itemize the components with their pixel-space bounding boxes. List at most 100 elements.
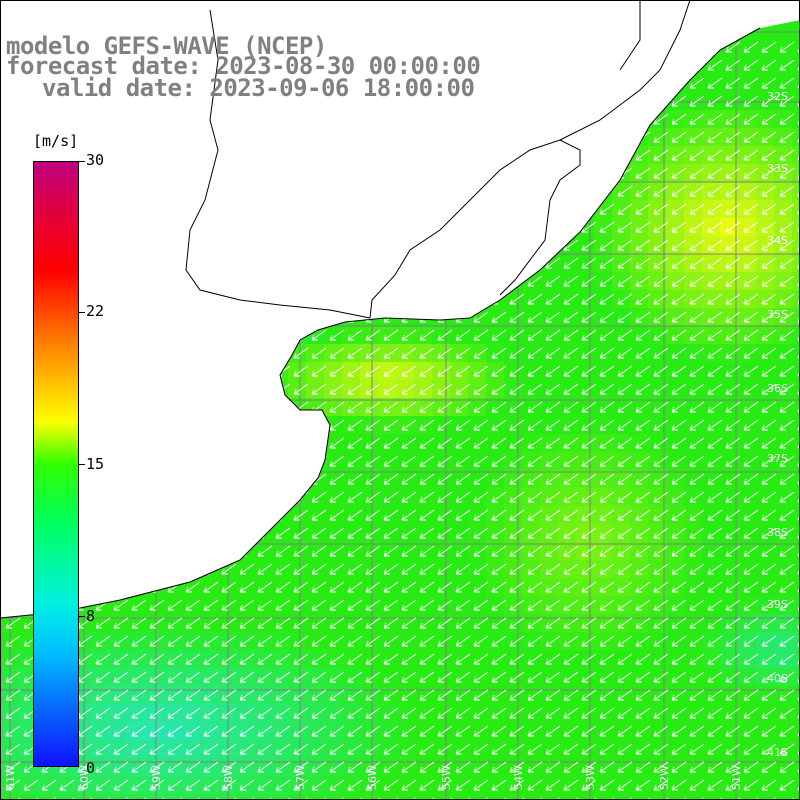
wind-arrow: [221, 617, 237, 629]
wind-speed-cell: [324, 560, 343, 579]
wind-arrow: [689, 347, 705, 359]
wind-arrow: [545, 779, 561, 791]
wind-speed-cell: [450, 560, 469, 579]
wind-speed-cell: [774, 380, 793, 399]
wind-arrow: [635, 689, 651, 701]
wind-arrow: [563, 617, 579, 629]
wind-speed-cell: [612, 758, 631, 777]
wind-arrow: [743, 689, 759, 701]
wind-speed-cell: [630, 182, 649, 201]
wind-arrow: [743, 455, 759, 467]
wind-speed-cell: [756, 236, 775, 255]
wind-speed-cell: [576, 542, 595, 561]
wind-speed-cell: [360, 434, 379, 453]
wind-speed-cell: [756, 758, 775, 777]
wind-arrow: [131, 635, 147, 647]
wind-speed-cell: [666, 560, 685, 579]
wind-speed-cell: [288, 776, 307, 795]
wind-arrow: [563, 707, 579, 719]
wind-arrow: [653, 239, 669, 251]
wind-speed-cell: [720, 128, 739, 147]
wind-arrow: [581, 761, 597, 773]
wind-arrow: [437, 401, 453, 413]
wind-speed-cell: [630, 164, 649, 183]
wind-arrow: [689, 293, 705, 305]
wind-speed-cell: [270, 632, 289, 651]
wind-arrow: [311, 581, 327, 593]
wind-speed-cell: [414, 542, 433, 561]
wind-arrow: [653, 365, 669, 377]
wind-arrow: [437, 509, 453, 521]
wind-speed-cell: [396, 380, 415, 399]
wind-arrow: [635, 239, 651, 251]
wind-arrow: [473, 329, 489, 341]
wind-speed-cell: [378, 416, 397, 435]
wind-speed-cell: [648, 740, 667, 759]
wind-arrow: [635, 491, 651, 503]
wind-arrow: [563, 311, 579, 323]
wind-arrow: [653, 113, 669, 125]
wind-speed-cell: [576, 380, 595, 399]
wind-speed-cell: [594, 650, 613, 669]
wind-speed-cell: [396, 362, 415, 381]
wind-arrow: [761, 707, 777, 719]
wind-arrow: [545, 419, 561, 431]
wind-arrow: [149, 779, 165, 791]
wind-speed-cell: [324, 506, 343, 525]
wind-arrow: [545, 473, 561, 485]
wind-speed-cell: [738, 650, 757, 669]
wind-arrow: [221, 743, 237, 755]
wind-speed-cell: [324, 614, 343, 633]
wind-arrow: [653, 689, 669, 701]
wind-speed-cell: [738, 722, 757, 741]
wind-arrow: [527, 707, 543, 719]
wind-arrow: [527, 275, 543, 287]
colorbar-tick-label: 8: [86, 607, 96, 625]
wind-speed-cell: [630, 452, 649, 471]
wind-speed-cell: [504, 470, 523, 489]
wind-speed-cell: [522, 686, 541, 705]
wind-speed-cell: [540, 488, 559, 507]
wind-speed-cell: [666, 434, 685, 453]
wind-speed-cell: [648, 452, 667, 471]
wind-arrow: [617, 455, 633, 467]
wind-speed-cell: [756, 362, 775, 381]
wind-arrow: [779, 581, 795, 593]
wind-arrow: [473, 401, 489, 413]
wind-speed-cell: [684, 578, 703, 597]
wind-speed-cell: [162, 596, 181, 615]
wind-arrow: [401, 545, 417, 557]
wind-speed-cell: [594, 596, 613, 615]
wind-arrow: [761, 167, 777, 179]
wind-speed-cell: [666, 704, 685, 723]
wind-speed-cell: [558, 722, 577, 741]
wind-arrow: [545, 617, 561, 629]
wind-speed-cell: [792, 290, 800, 309]
wind-arrow: [671, 239, 687, 251]
wind-speed-cell: [756, 452, 775, 471]
country-border: [559, 0, 691, 141]
wind-speed-cell: [738, 524, 757, 543]
wind-speed-cell: [594, 740, 613, 759]
wind-speed-cell: [198, 668, 217, 687]
wind-speed-cell: [486, 776, 505, 795]
wind-arrow: [635, 311, 651, 323]
wind-speed-cell: [612, 218, 631, 237]
wind-speed-cell: [684, 740, 703, 759]
wind-speed-cell: [18, 794, 37, 800]
wind-speed-cell: [558, 686, 577, 705]
wind-arrow: [131, 689, 147, 701]
wind-arrow: [563, 455, 579, 467]
wind-speed-cell: [612, 740, 631, 759]
wind-arrow: [185, 599, 201, 611]
wind-arrow: [563, 419, 579, 431]
wind-arrow: [725, 509, 741, 521]
wind-arrow: [725, 581, 741, 593]
wind-speed-cell: [216, 740, 235, 759]
wind-arrow: [725, 419, 741, 431]
wind-speed-cell: [702, 578, 721, 597]
wind-arrow: [401, 689, 417, 701]
wind-arrow: [527, 293, 543, 305]
wind-speed-cell: [504, 452, 523, 471]
wind-speed-cell: [684, 614, 703, 633]
